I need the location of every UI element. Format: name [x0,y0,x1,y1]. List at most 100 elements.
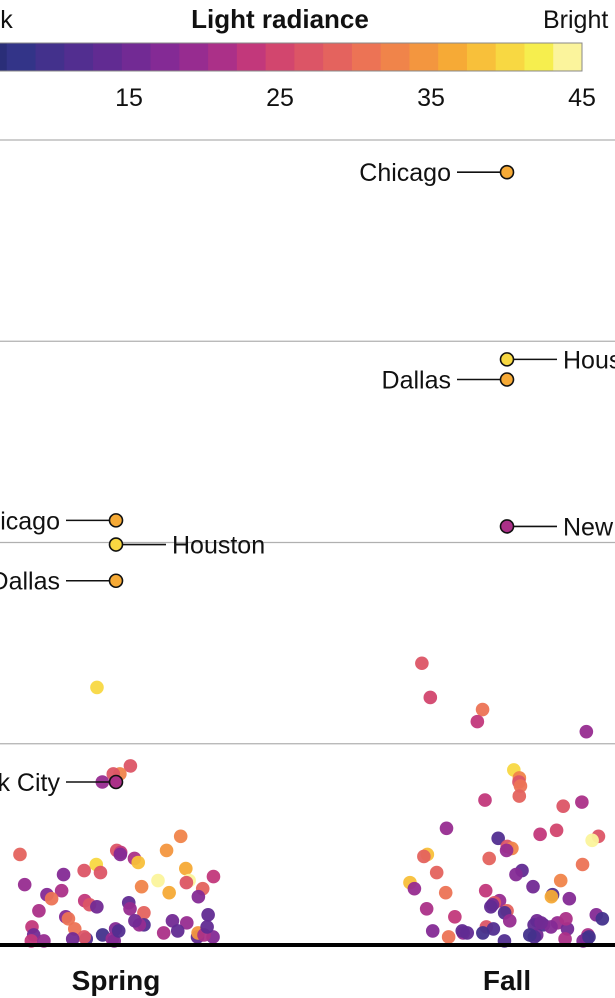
highlighted-city-point [499,352,515,367]
data-point [200,920,214,934]
data-point [512,789,527,803]
data-point [585,833,599,848]
data-point [134,879,149,894]
highlighted-city-point [108,537,124,552]
data-point [159,843,174,858]
legend-bar-border [0,42,583,72]
data-point [423,690,438,705]
data-point [533,827,547,842]
legend-color-swatch [380,43,410,71]
legend-title: Light radiance [191,4,369,34]
data-point [61,912,76,926]
legend-color-swatch [208,43,238,71]
data-point [201,908,215,922]
data-point [206,869,221,884]
data-point [415,656,429,671]
legend-tick-label: 45 [568,84,596,112]
highlighted-city-point [499,519,515,534]
data-point [191,889,206,904]
data-point [482,851,496,866]
data-point [407,881,422,896]
data-point [128,914,142,928]
data-point [544,889,559,904]
data-point [595,912,610,926]
legend-color-swatch [121,43,152,71]
legend-color-swatch [466,43,497,71]
data-point [77,930,92,944]
data-point [558,932,572,946]
data-point [170,924,185,938]
legend-color-swatch [150,43,180,71]
data-point [491,831,505,846]
city-label: Chicago [0,507,60,535]
data-point [478,883,493,898]
data-point [419,901,434,916]
data-point [549,823,564,838]
legend-color-swatch [351,43,382,71]
category-label-spring: Spring [72,965,161,996]
data-point [502,914,517,928]
data-point [123,901,137,916]
category-label-fall: Fall [483,965,531,996]
data-point [575,795,589,809]
data-point [484,899,498,914]
data-point [562,891,577,906]
data-point [441,930,456,944]
data-point [90,680,104,695]
highlighted-city-point [499,372,515,387]
data-point [137,906,151,920]
data-point [476,926,490,940]
city-label: Houston [172,532,265,560]
city-label: Chicago [359,159,451,187]
data-point [93,865,108,880]
legend-color-swatch [236,43,267,71]
highlighted-city-point [108,513,124,528]
data-point [65,932,80,946]
data-point [513,779,528,793]
legend-low-label: Dark [0,6,13,34]
data-point [162,885,176,900]
data-point [156,926,171,940]
data-point [54,883,69,898]
legend-color-swatch [265,43,295,71]
legend-color-swatch [179,43,209,71]
data-point [448,910,462,924]
legend-color-swatch [93,43,123,71]
city-label: Dallas [382,366,451,394]
city-label: New York [563,513,615,541]
data-point [478,793,492,807]
data-point [123,759,138,773]
data-point [526,879,540,894]
data-point [77,863,91,878]
data-point [113,847,128,862]
data-point [90,899,104,914]
data-point [131,855,146,870]
legend-color-swatch [524,43,554,71]
city-label: New York City [0,769,60,797]
legend-color-swatch [64,43,94,71]
data-point [173,829,188,844]
data-point [44,891,59,906]
legend-color-swatch [553,43,583,71]
data-point [475,702,490,717]
legend-high-label: Bright [543,6,608,34]
data-point [151,873,165,888]
data-point [179,916,194,930]
data-point [425,924,440,938]
legend-color-swatch [35,43,65,71]
highlighted-city-point [499,164,515,180]
data-point [179,875,194,890]
legend-color-swatch [409,43,439,71]
legend-color-swatch [6,43,37,71]
data-point [32,903,46,918]
data-point [417,849,431,864]
data-point [534,916,548,930]
data-point [429,865,444,880]
data-point [556,799,570,813]
city-label: Houston [563,346,615,374]
legend-color-swatch [294,43,324,71]
data-point [17,877,32,892]
legend-color-swatch [323,43,353,71]
data-point [438,885,453,900]
